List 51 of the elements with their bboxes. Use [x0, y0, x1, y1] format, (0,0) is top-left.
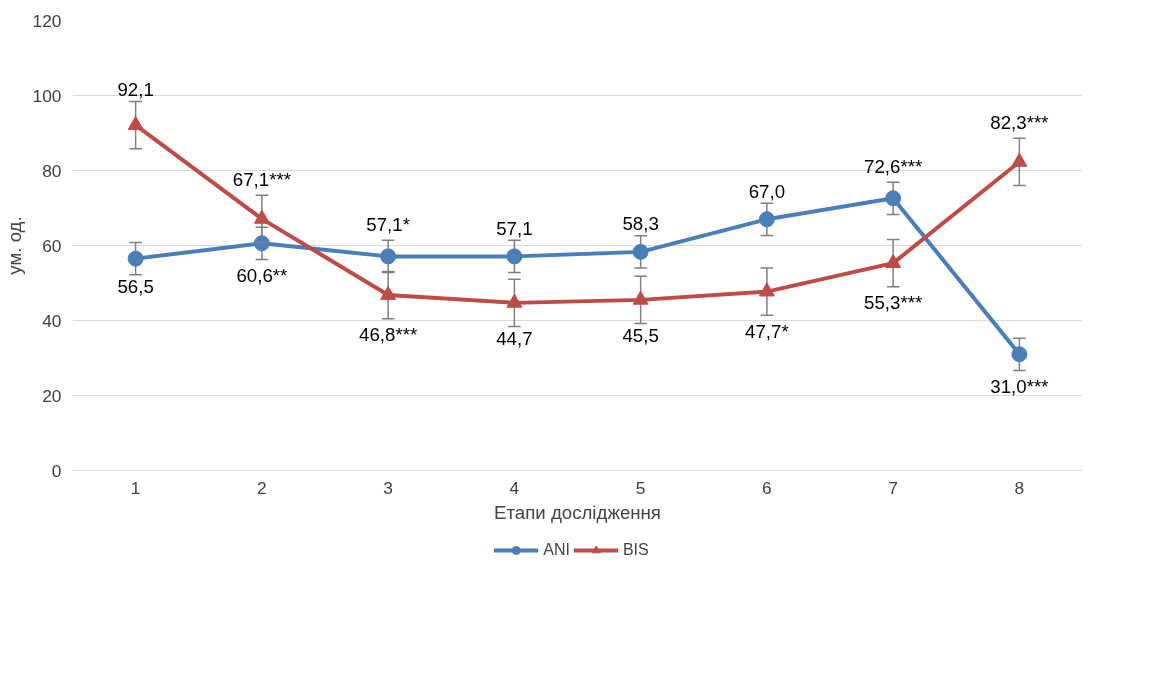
y-axis-title: ум. од. — [3, 216, 25, 275]
y-tick-label: 0 — [51, 460, 62, 481]
data-label: 55,3*** — [864, 292, 923, 314]
data-label: 67,1*** — [232, 168, 291, 190]
data-label: 57,1* — [366, 213, 410, 235]
point — [758, 211, 775, 228]
point — [506, 293, 523, 308]
y-tick-label: 20 — [42, 385, 62, 406]
data-label: 47,7* — [745, 320, 789, 342]
point — [506, 248, 523, 265]
x-tick-label: 2 — [257, 477, 267, 498]
point — [632, 243, 649, 260]
point — [380, 285, 397, 300]
legend-label: ANI — [543, 541, 570, 559]
data-label: 72,6*** — [864, 155, 923, 177]
data-label: 45,5 — [622, 325, 659, 347]
point — [885, 253, 902, 268]
legend-label: BIS — [622, 541, 649, 559]
x-tick-label: 1 — [130, 477, 141, 498]
y-tick-label: 100 — [32, 85, 62, 106]
point — [253, 209, 270, 224]
data-label: 31,0*** — [990, 376, 1049, 397]
point — [253, 235, 270, 252]
data-label: 67,0 — [748, 180, 786, 202]
data-label: 82,3*** — [990, 111, 1049, 133]
y-tick-label: 40 — [42, 310, 62, 331]
data-label: 92,1 — [117, 78, 154, 100]
point — [1011, 346, 1028, 363]
point — [1011, 152, 1028, 167]
y-tick-label: 80 — [42, 160, 62, 181]
data-label: 58,3 — [622, 213, 659, 235]
y-tick-label: 120 — [32, 10, 62, 31]
data-label: 60,6** — [236, 265, 288, 286]
x-tick-label: 6 — [762, 477, 772, 498]
data-label: 46,8*** — [359, 324, 418, 346]
x-axis-title: Етапи дослідження — [494, 501, 661, 523]
data-label: 57,1 — [496, 217, 533, 239]
point — [127, 250, 144, 267]
x-tick-label: 7 — [888, 477, 898, 498]
x-tick-label: 3 — [383, 477, 393, 498]
data-label: 44,7 — [496, 328, 533, 350]
point — [632, 290, 649, 305]
x-tick-label: 8 — [1014, 477, 1025, 498]
x-tick-label: 4 — [509, 477, 520, 498]
data-label: 56,5 — [117, 276, 154, 298]
point — [758, 282, 775, 297]
point — [127, 115, 144, 130]
point — [380, 248, 397, 265]
point — [885, 190, 902, 207]
y-tick-label: 60 — [42, 235, 62, 256]
x-tick-label: 5 — [635, 477, 646, 498]
